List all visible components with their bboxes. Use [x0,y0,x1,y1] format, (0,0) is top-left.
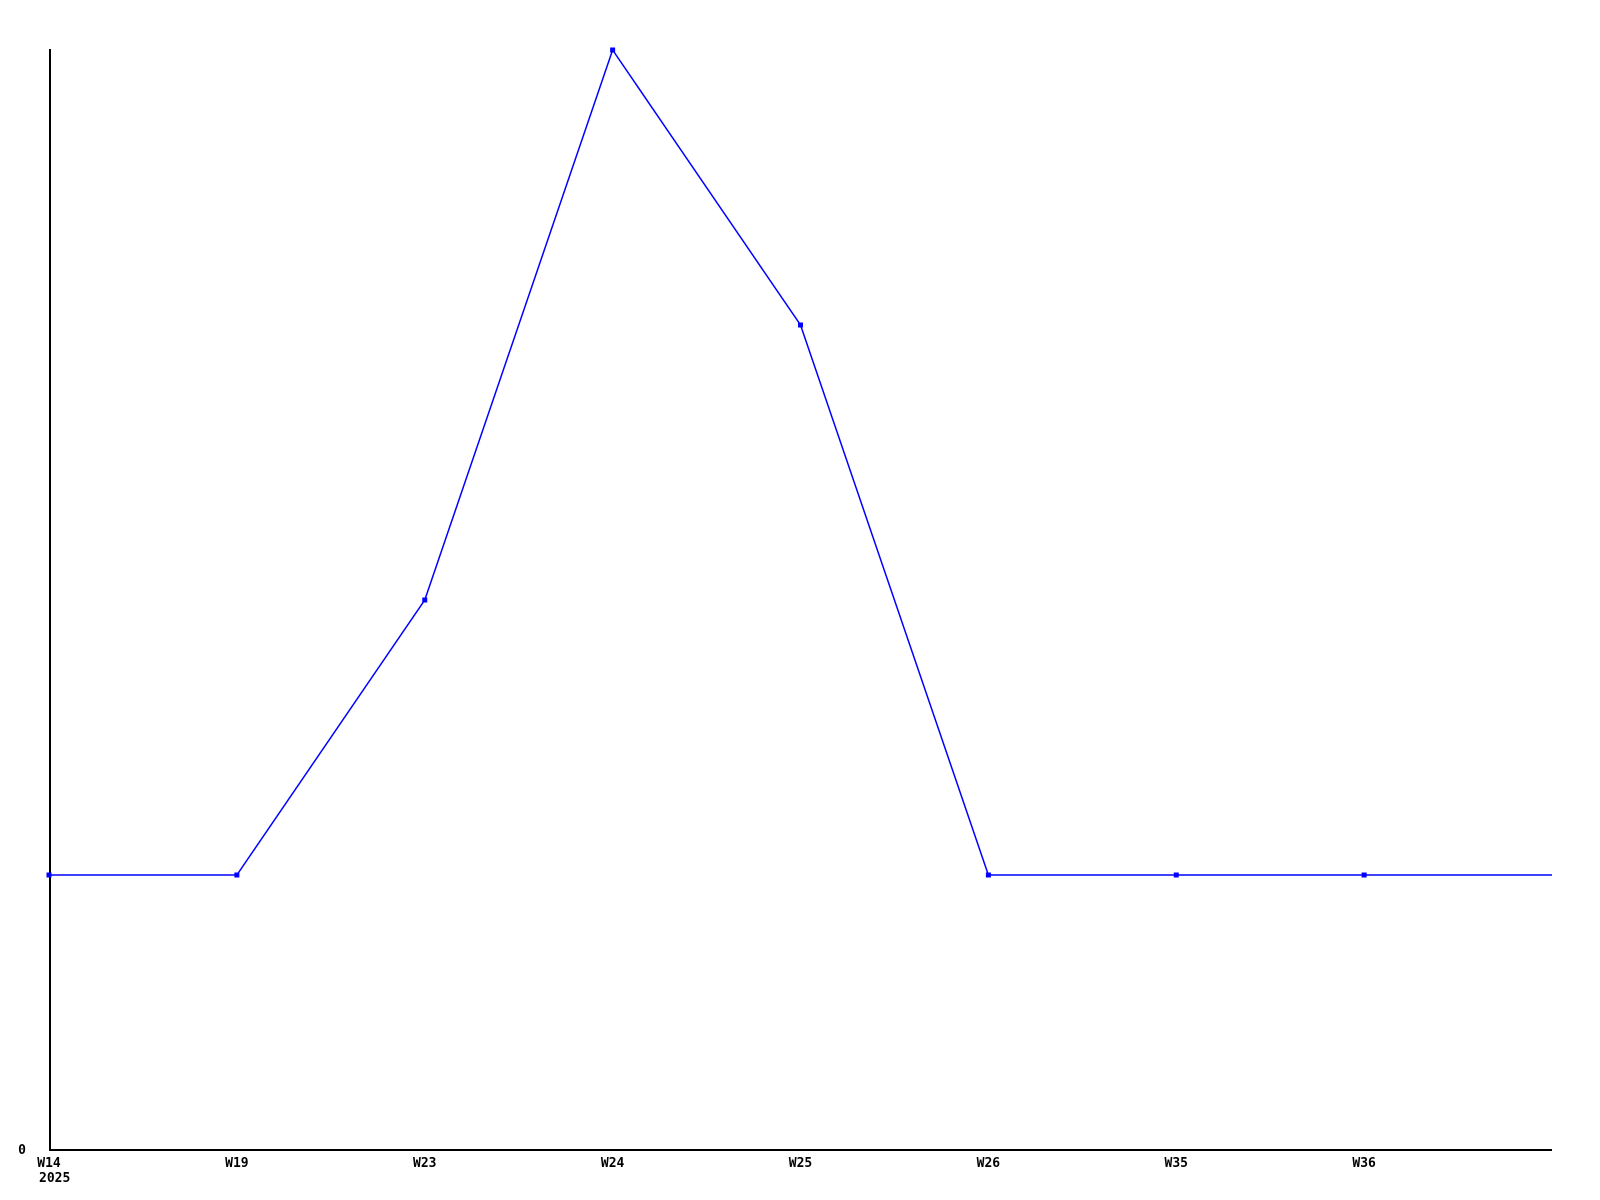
x-tick-label: W35 [1165,1156,1188,1171]
x-tick-label: W14 [37,1156,61,1171]
data-series-line [49,48,1552,876]
data-point-marker [234,872,240,878]
x-tick-label: W19 [225,1156,248,1171]
data-point-marker [610,47,616,53]
data-point-marker [985,872,991,878]
x-tick-label: W26 [977,1156,1001,1171]
y-tick-label: 0 [18,1143,26,1158]
data-point-marker [1361,872,1367,878]
x-tick-label: W25 [789,1156,812,1171]
data-point-marker [798,322,803,328]
data-point-marker [1173,872,1179,878]
x-tick-label: W24 [601,1156,625,1171]
data-point-marker [422,597,428,603]
x-tick-label: W36 [1352,1156,1376,1171]
x-tick-label: W23 [413,1156,436,1171]
data-point-marker [46,872,52,878]
x-axis-year-label: 2025 [39,1171,70,1186]
